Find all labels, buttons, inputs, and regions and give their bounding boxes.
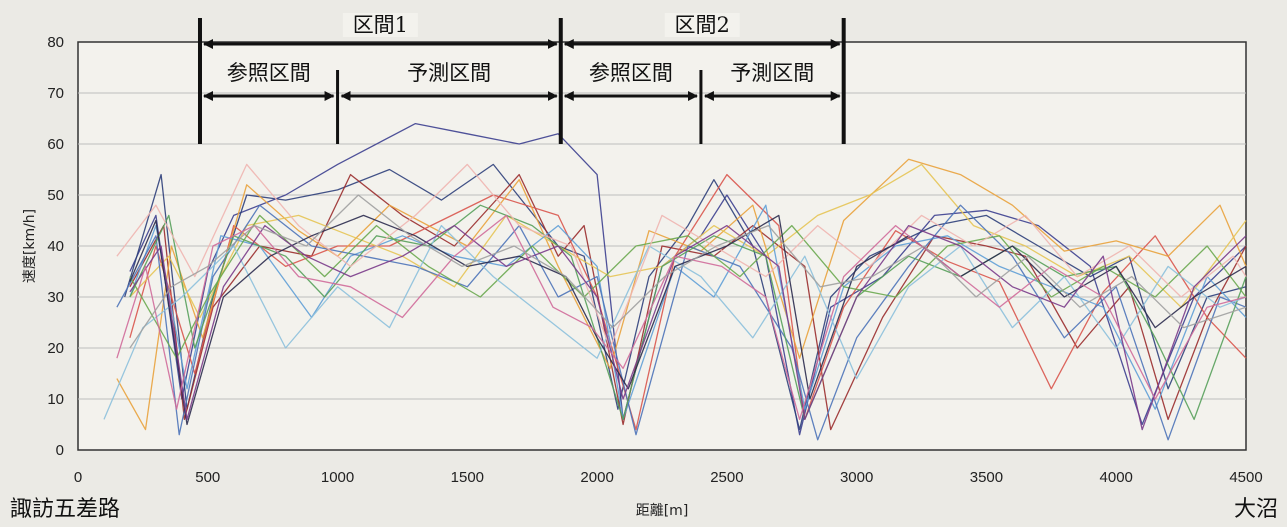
speed-trace-14: [129, 224, 1247, 431]
section-1-prediction-label: 予測区間: [407, 61, 491, 85]
speed-trace-12: [116, 163, 1247, 349]
section-1-reference-label: 参照区間: [227, 61, 311, 85]
speed-trace-3: [129, 173, 1247, 431]
section-2-reference-label: 参照区間: [589, 61, 673, 85]
x-tick-4500: 4500: [1229, 469, 1262, 486]
y-tick-0: 0: [56, 442, 64, 459]
speed-trace-16: [129, 194, 1247, 349]
y-tick-40: 40: [47, 238, 64, 255]
x-tick-0: 0: [74, 469, 82, 486]
section-2-label: 区間2: [675, 13, 730, 37]
y-tick-30: 30: [47, 289, 64, 306]
section-1-label-bg: [342, 13, 418, 37]
y-tick-labels: 0 10 20 30 40 50 60 70 80: [47, 34, 64, 459]
x-tick-3500: 3500: [970, 469, 1003, 486]
x-tick-labels: 0 500 1000 1500 2000 2500 3000 3500 4000 4500: [74, 469, 1263, 486]
x-tick-2000: 2000: [580, 469, 613, 486]
x-tick-2500: 2500: [710, 469, 743, 486]
speed-trace-11: [103, 224, 1247, 420]
speed-trace-10: [129, 214, 1247, 359]
y-tick-50: 50: [47, 187, 64, 204]
y-tick-60: 60: [47, 136, 64, 153]
section-2-reference-label-bg: [582, 61, 679, 85]
speed-trace-15: [116, 214, 1247, 421]
y-tick-80: 80: [47, 34, 64, 51]
start-location-label: 諏訪五差路: [10, 497, 120, 522]
section-1-reference-label-bg: [220, 61, 317, 85]
x-tick-4000: 4000: [1100, 469, 1133, 486]
x-axis-title: 距離[m]: [636, 502, 689, 519]
y-tick-20: 20: [47, 340, 64, 357]
x-tick-500: 500: [195, 469, 220, 486]
x-tick-3000: 3000: [840, 469, 873, 486]
section-1-label: 区間1: [353, 13, 408, 37]
series-lines: [103, 122, 1247, 441]
y-axis-title: 速度[km/h]: [22, 209, 38, 283]
x-tick-1500: 1500: [451, 469, 484, 486]
y-tick-70: 70: [47, 85, 64, 102]
section-2-label-bg: [664, 13, 740, 37]
speed-trace-8: [116, 204, 1247, 441]
section-2-prediction-label: 予測区間: [730, 61, 814, 85]
y-tick-10: 10: [47, 391, 64, 408]
section-2-prediction-label-bg: [724, 61, 821, 85]
end-location-label: 大沼: [1234, 497, 1278, 522]
speed-trace-13: [129, 214, 1247, 426]
section-1-prediction-label-bg: [401, 61, 498, 85]
x-tick-1000: 1000: [321, 469, 354, 486]
speed-trace-5: [116, 158, 1247, 431]
